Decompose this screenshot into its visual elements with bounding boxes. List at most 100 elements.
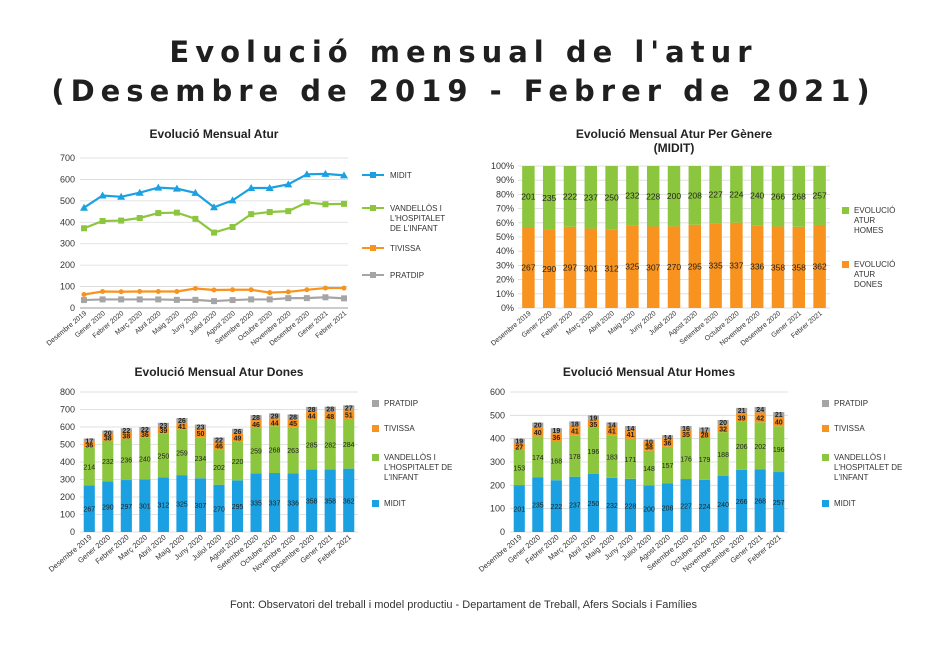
legend-label: L'HOSPITALET DE xyxy=(384,463,452,472)
data-label: 270 xyxy=(213,506,225,513)
bar-segment-vandellos-i-l-hospitalet-de-l-infant xyxy=(250,428,262,474)
data-label: 232 xyxy=(625,191,639,201)
bar-segment-vandellos-i-l-hospitalet-de-l-infant xyxy=(269,426,281,474)
y-tick-label: 100 xyxy=(60,282,75,292)
data-label: 36 xyxy=(552,435,560,442)
bar-segment-midit xyxy=(532,477,544,532)
legend-label: EVOLUCIÓ xyxy=(854,206,895,215)
legend-marker-midit xyxy=(370,172,376,178)
bar-segment-pratdip xyxy=(269,413,281,419)
bar-segment-vandellos-i-l-hospitalet-de-l-infant xyxy=(754,422,766,470)
data-point xyxy=(172,184,181,192)
data-point xyxy=(173,296,180,303)
bar-segment-midit xyxy=(139,479,151,532)
bar-segment-pratdip xyxy=(773,412,785,417)
data-label: 168 xyxy=(550,459,562,466)
bar-segment-tivissa xyxy=(213,441,225,450)
y-tick-label: 70% xyxy=(496,204,514,214)
data-point xyxy=(322,294,329,301)
data-label: 19 xyxy=(515,439,523,446)
bar-segment-vandellos-i-l-hospitalet-de-l-infant xyxy=(773,426,785,473)
legend-swatch-vandellos-i-l-hospitalet-de-l-infant xyxy=(822,454,829,461)
data-label: 267 xyxy=(521,262,535,272)
data-point xyxy=(98,191,107,199)
legend-swatch-midit xyxy=(822,500,829,507)
data-label: 220 xyxy=(232,459,244,466)
y-tick-label: 400 xyxy=(60,217,75,227)
data-label: 41 xyxy=(608,428,616,435)
legend-label: L'INFANT xyxy=(384,473,419,482)
data-point xyxy=(267,290,273,296)
data-label: 200 xyxy=(667,191,681,201)
chart-line-evolucio-mensual-atur: Evolució Mensual Atur 0 100 200 300 400 500 600… xyxy=(46,127,446,348)
data-point xyxy=(117,192,126,200)
data-label: 29 xyxy=(271,413,279,420)
bar-segment-evolucio-atur-dones xyxy=(626,225,639,308)
data-point xyxy=(211,229,217,236)
bar-segment-evolucio-atur-homes xyxy=(771,166,785,227)
data-label: 201 xyxy=(513,507,525,514)
data-label: 23 xyxy=(197,425,205,432)
data-point xyxy=(303,199,310,206)
data-label: 26 xyxy=(178,418,186,425)
data-point xyxy=(266,296,273,303)
data-label: 235 xyxy=(542,193,556,203)
chart-bar-atur-homes: Evolució Mensual Atur Homes 0 100 200 300 400… xyxy=(477,365,902,574)
y-tick-label: 100% xyxy=(491,161,514,171)
data-label: 307 xyxy=(646,262,660,272)
legend-label: PRATDIP xyxy=(384,399,418,408)
data-point xyxy=(155,289,161,294)
bar-segment-evolucio-atur-dones xyxy=(646,226,660,308)
legend-swatch-tivissa xyxy=(372,425,379,432)
legend-swatch-midit xyxy=(372,500,379,507)
bar-segment-midit xyxy=(550,480,562,532)
legend-label: MIDIT xyxy=(390,171,412,180)
y-tick-label: 30% xyxy=(496,260,514,270)
data-label: 32 xyxy=(719,426,727,433)
data-label: 45 xyxy=(289,421,297,428)
data-label: 23 xyxy=(160,423,168,430)
bar-segment-midit xyxy=(569,476,581,532)
data-label: 257 xyxy=(773,500,785,507)
data-point xyxy=(229,224,236,230)
data-label: 183 xyxy=(606,455,618,462)
data-label: 284 xyxy=(343,442,355,449)
data-label: 39 xyxy=(738,415,746,422)
legend-label: DE L'INFANT xyxy=(390,224,438,233)
data-label: 44 xyxy=(271,420,279,427)
data-label: 174 xyxy=(532,455,544,462)
bar-segment-evolucio-atur-homes xyxy=(709,166,722,224)
legend-label: TIVISSA xyxy=(834,424,865,433)
data-label: 282 xyxy=(324,443,336,450)
data-point xyxy=(136,296,143,303)
data-label: 295 xyxy=(232,504,244,511)
data-label: 42 xyxy=(756,415,764,422)
data-label: 240 xyxy=(750,191,764,201)
data-point xyxy=(211,298,217,305)
data-label: 236 xyxy=(120,457,132,464)
legend-label: VANDELLÒS I xyxy=(834,453,886,462)
data-label: 35 xyxy=(682,432,690,439)
bar-segment-midit xyxy=(513,485,525,532)
bar-segment-evolucio-atur-dones xyxy=(709,223,722,308)
data-label: 28 xyxy=(701,433,709,440)
data-label: 28 xyxy=(252,415,260,422)
data-label: 208 xyxy=(688,190,702,200)
y-tick-label: 0% xyxy=(501,303,514,313)
data-label: 157 xyxy=(662,463,674,470)
data-label: 38 xyxy=(122,433,130,440)
data-label: 337 xyxy=(729,260,743,270)
bar-segment-tivissa xyxy=(139,431,151,438)
data-label: 40 xyxy=(775,420,783,427)
data-label: 228 xyxy=(625,503,637,510)
data-point xyxy=(322,285,328,291)
bar-segment-vandellos-i-l-hospitalet-de-l-infant xyxy=(736,421,748,470)
bar-segment-tivissa xyxy=(324,411,336,420)
bar-segment-tivissa xyxy=(736,412,748,422)
bar-segment-midit xyxy=(83,485,95,532)
bar-segment-evolucio-atur-homes xyxy=(646,166,660,227)
legend-label: MIDIT xyxy=(384,499,406,508)
bar-segment-evolucio-atur-homes xyxy=(813,166,826,225)
data-label: 301 xyxy=(139,504,151,511)
data-label: 36 xyxy=(85,443,93,450)
